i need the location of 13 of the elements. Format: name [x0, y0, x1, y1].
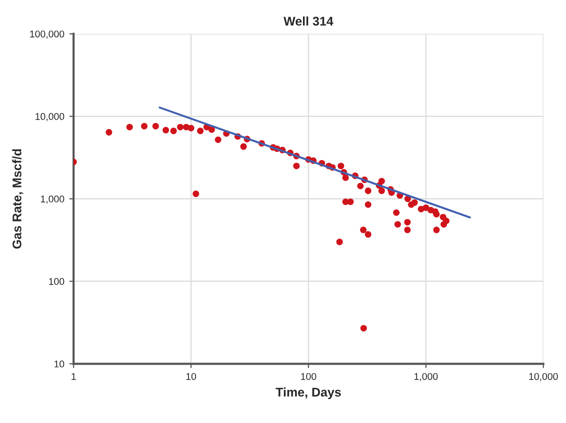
- y-axis-title: Gas Rate, Mscf/d: [12, 149, 24, 249]
- chart-title: Well 314: [284, 16, 334, 26]
- x-tick-label: 10: [186, 373, 196, 380]
- y-tick-label: 100: [49, 278, 64, 285]
- y-tick-label: 100,000: [30, 30, 64, 39]
- x-tick-label: 100: [301, 373, 316, 380]
- y-tick-label: 10,000: [36, 113, 64, 122]
- x-tick-label: 1: [72, 373, 76, 380]
- x-tick-label: 1,000: [414, 373, 438, 382]
- y-tick-label: 10: [54, 360, 64, 368]
- x-tick-label: 10,000: [529, 373, 558, 382]
- y-tick-label: 1,000: [40, 196, 64, 204]
- x-axis-title: Time, Days: [276, 387, 341, 400]
